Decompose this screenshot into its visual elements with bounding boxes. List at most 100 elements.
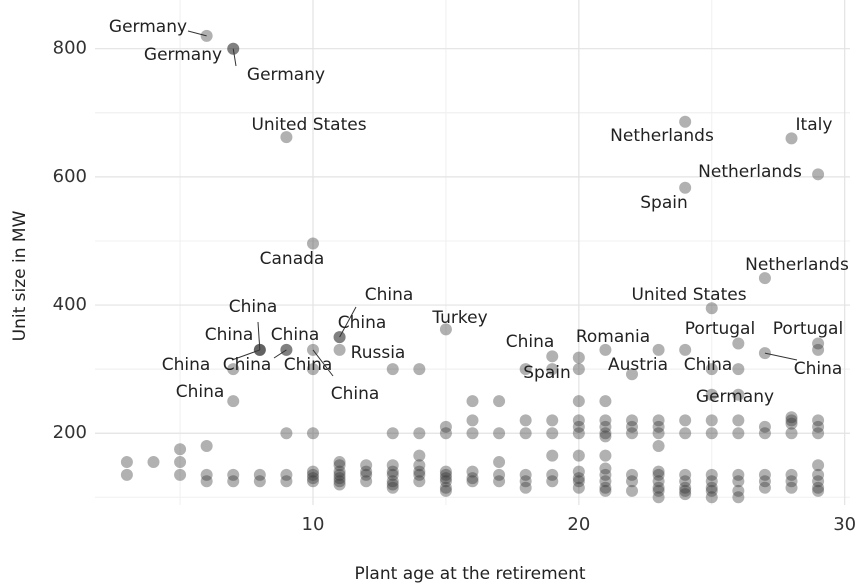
point [652,440,665,453]
point [599,343,612,356]
point [652,491,665,504]
point [812,468,825,481]
leader-line [339,306,357,338]
point [120,456,133,469]
point [333,456,346,469]
point [732,491,745,504]
point [705,468,718,481]
point [360,475,373,488]
leader-line [273,349,287,359]
point [732,484,745,497]
y-tick-label: 400 [53,294,87,315]
point [599,468,612,481]
point [439,323,452,336]
y-tick-label: 800 [53,38,87,59]
point [785,417,798,430]
point [413,427,426,440]
point [705,481,718,494]
point [386,468,399,481]
point-label: Canada [260,249,325,269]
point [785,468,798,481]
point [572,363,585,376]
point [599,475,612,488]
point [572,449,585,462]
point [652,343,665,356]
point [227,468,240,481]
point [466,475,479,488]
point [200,468,213,481]
point-label: China [205,325,254,345]
point [785,414,798,427]
point [732,363,745,376]
point [732,388,745,401]
point-label: China [229,297,278,317]
point [652,465,665,478]
point-label: Russia [351,343,406,363]
point [413,468,426,481]
point-label: Turkey [431,308,487,328]
y-axis-label: Unit size in MW [10,210,30,341]
point [679,468,692,481]
point [439,420,452,433]
x-tick-label: 20 [567,514,590,535]
point [572,427,585,440]
point [200,475,213,488]
point [253,475,266,488]
point [732,475,745,488]
point [546,350,559,363]
point [466,472,479,485]
point-label: United States [631,285,746,305]
point [679,181,692,194]
point [466,395,479,408]
point [705,414,718,427]
point [306,472,319,485]
point [174,456,187,469]
x-tick-label: 30 [833,514,856,535]
point [333,465,346,478]
point [360,459,373,472]
point [280,427,293,440]
point [785,411,798,424]
point [572,465,585,478]
point [679,484,692,497]
point [413,363,426,376]
point [572,472,585,485]
point [679,427,692,440]
point [519,427,532,440]
point [626,475,639,488]
point-label: China [794,359,843,379]
point [333,472,346,485]
point [812,414,825,427]
point-label: China [365,285,414,305]
point [812,475,825,488]
point [652,427,665,440]
point-label: Germany [109,17,187,37]
y-tick-label: 200 [53,422,87,443]
point [386,481,399,494]
point [413,475,426,488]
point-label: Italy [796,115,833,135]
point [493,427,506,440]
point [280,131,293,144]
point [546,363,559,376]
point [599,484,612,497]
point [785,481,798,494]
point [679,343,692,356]
point [439,468,452,481]
point-label: China [162,355,211,375]
point [386,478,399,491]
point [679,481,692,494]
point [174,468,187,481]
point [413,459,426,472]
point [599,395,612,408]
point [732,427,745,440]
point [546,414,559,427]
point [812,459,825,472]
point [812,427,825,440]
point [652,468,665,481]
point-label: China [684,355,733,375]
point [466,414,479,427]
point [386,427,399,440]
point [519,363,532,376]
point-label: China [506,332,555,352]
